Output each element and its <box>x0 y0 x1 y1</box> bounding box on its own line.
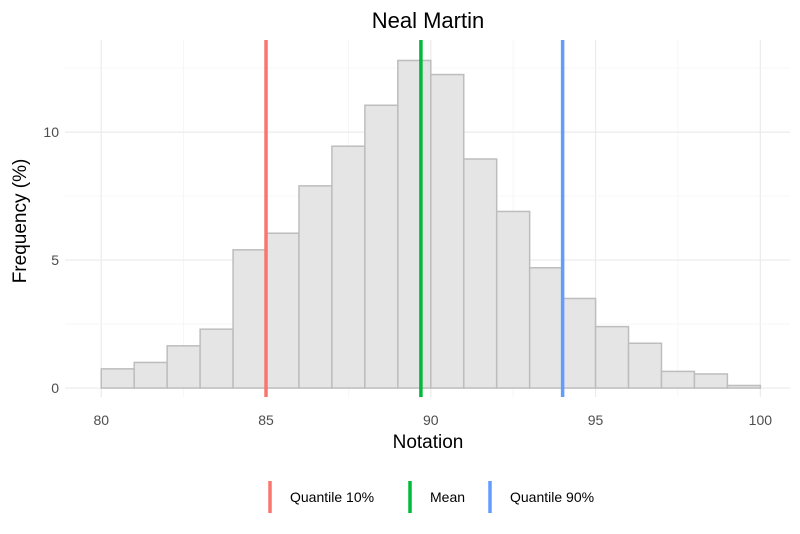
y-axis-title: Frequency (%) <box>10 159 31 284</box>
chart-title: Neal Martin <box>372 8 484 33</box>
histogram-bar <box>693 373 729 389</box>
histogram-bar <box>463 158 498 389</box>
histogram-bar <box>627 342 663 389</box>
histogram-bar <box>726 384 762 389</box>
histogram-bar <box>430 73 465 389</box>
x-tick-label: 80 <box>93 412 109 428</box>
y-tick-label: 0 <box>51 380 59 396</box>
histogram-bar <box>166 345 201 389</box>
histogram-bar <box>199 328 234 389</box>
x-tick-label: 100 <box>749 412 773 428</box>
x-axis-title: Notation <box>393 432 464 453</box>
histogram-bar <box>331 145 366 389</box>
histogram-bar <box>561 297 597 389</box>
histogram-bar <box>133 361 168 389</box>
x-axis-ticks: 80 85 90 95 100 <box>93 412 772 428</box>
y-axis-ticks: 0 5 10 <box>43 124 59 396</box>
y-tick-label: 5 <box>51 252 59 268</box>
legend-label: Quantile 90% <box>510 489 594 505</box>
histogram-bar <box>100 368 135 389</box>
histogram-bar <box>660 370 696 389</box>
histogram-bar <box>364 104 399 389</box>
legend-label: Quantile 10% <box>290 489 374 505</box>
histogram-bar <box>528 267 564 389</box>
histogram-bar <box>265 232 300 389</box>
x-tick-label: 85 <box>258 412 274 428</box>
reference-lines <box>264 40 565 397</box>
histogram-bar <box>594 325 630 389</box>
histogram-bars <box>100 59 762 389</box>
histogram-bar <box>298 185 333 389</box>
y-tick-label: 10 <box>43 124 59 140</box>
histogram-bar <box>397 59 432 389</box>
legend: Quantile 10% Mean Quantile 90% <box>268 481 594 513</box>
x-tick-label: 90 <box>423 412 439 428</box>
legend-label: Mean <box>430 489 465 505</box>
histogram-bar <box>232 249 267 389</box>
x-tick-label: 95 <box>588 412 604 428</box>
histogram-bar <box>495 210 531 389</box>
